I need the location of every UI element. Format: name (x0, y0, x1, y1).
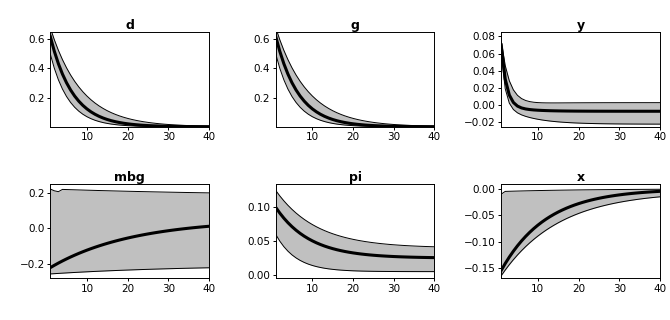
Title: g: g (350, 19, 360, 32)
Title: mbg: mbg (115, 171, 145, 184)
Title: x: x (576, 171, 585, 184)
Title: d: d (125, 19, 134, 32)
Title: y: y (576, 19, 585, 32)
Title: pi: pi (348, 171, 362, 184)
